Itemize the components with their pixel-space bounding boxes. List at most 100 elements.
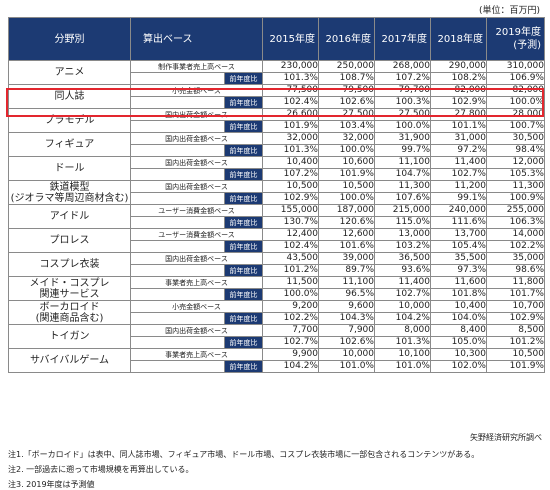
yoy-label: 前年度比 (224, 168, 263, 181)
yoy-cell: 101.7% (486, 288, 545, 301)
yoy-cell: 102.6% (318, 336, 375, 349)
header-forecast-year: 2019年度 (495, 27, 541, 38)
yoy-cell: 102.9% (486, 312, 545, 325)
base-spacer-cell (130, 240, 225, 253)
value-cell: 9,200 (262, 300, 319, 313)
yoy-label: 前年度比 (224, 216, 263, 229)
value-cell: 82,000 (430, 84, 487, 97)
yoy-cell: 107.2% (262, 168, 319, 181)
category-cell: プラモデル (8, 108, 131, 133)
value-cell: 26,600 (262, 108, 319, 121)
yoy-cell: 107.2% (374, 72, 431, 85)
category-label: プラモデル (44, 115, 95, 126)
base-cell: ユーザー消費金額ベース (130, 204, 263, 217)
unit-note: (単位：百万円) (478, 6, 540, 16)
yoy-label: 前年度比 (224, 72, 263, 85)
yoy-cell: 101.6% (318, 240, 375, 253)
yoy-cell: 108.7% (318, 72, 375, 85)
yoy-cell: 106.3% (486, 216, 545, 229)
header-year-2016: 2016年度 (318, 17, 375, 61)
yoy-cell: 97.3% (430, 264, 487, 277)
yoy-cell: 101.0% (318, 360, 375, 373)
value-cell: 155,000 (262, 204, 319, 217)
value-cell: 13,700 (430, 228, 487, 241)
yoy-cell: 102.9% (430, 96, 487, 109)
yoy-cell: 100.0% (262, 288, 319, 301)
table-row: ボーカロイド (関連商品含む) 小売金額ベース 9,200 9,600 10,000 10,… (8, 300, 545, 325)
value-cell: 10,000 (374, 300, 431, 313)
yoy-cell: 101.9% (262, 120, 319, 133)
base-cell: 国内出荷金額ベース (130, 132, 263, 145)
yoy-cell: 102.2% (262, 312, 319, 325)
yoy-cell: 115.0% (374, 216, 431, 229)
yoy-cell: 104.2% (262, 360, 319, 373)
base-spacer-cell (130, 288, 225, 301)
yoy-cell: 101.2% (486, 336, 545, 349)
value-cell: 14,000 (486, 228, 545, 241)
value-cell: 10,400 (262, 156, 319, 169)
market-size-table: 分野別 算出ベース 2015年度 2016年度 2017年度 2018年度 20… (8, 17, 545, 373)
category-cell: 鉄道模型 (ジオラマ等周辺商材含む) (8, 180, 131, 205)
base-spacer-cell (130, 96, 225, 109)
category-label: フィギュア (44, 139, 95, 150)
value-cell: 27,500 (374, 108, 431, 121)
table-row: 鉄道模型 (ジオラマ等周辺商材含む) 国内出荷金額ベース 10,500 10,500 11… (8, 180, 545, 205)
value-cell: 39,000 (318, 252, 375, 265)
table-row: アニメ 制作事業者売上高ベース 230,000 250,000 268,000 290,0… (8, 60, 545, 85)
base-spacer-cell (130, 168, 225, 181)
base-spacer-cell (130, 264, 225, 277)
header-base: 算出ベース (130, 17, 263, 61)
category-label: コスプレ衣装 (39, 259, 100, 270)
yoy-cell: 101.3% (262, 144, 319, 157)
value-cell: 215,000 (374, 204, 431, 217)
base-spacer-cell (130, 192, 225, 205)
yoy-cell: 102.0% (430, 360, 487, 373)
value-cell: 32,000 (262, 132, 319, 145)
yoy-label: 前年度比 (224, 96, 263, 109)
category-cell: プロレス (8, 228, 131, 253)
value-cell: 11,100 (318, 276, 375, 289)
header-year-2015: 2015年度 (262, 17, 319, 61)
category-label: サバイバルゲーム (29, 355, 110, 366)
value-cell: 12,400 (262, 228, 319, 241)
yoy-cell: 103.4% (318, 120, 375, 133)
category-cell: ボーカロイド (関連商品含む) (8, 300, 131, 325)
base-cell: ユーザー消費金額ベース (130, 228, 263, 241)
value-cell: 11,100 (374, 156, 431, 169)
table-row-yoy: 前年度比 101.3% 108.7% 107.2% 108.2% 106.9% (9, 72, 545, 85)
value-cell: 27,500 (318, 108, 375, 121)
value-cell: 79,700 (374, 84, 431, 97)
yoy-cell: 89.7% (318, 264, 375, 277)
yoy-cell: 101.0% (374, 360, 431, 373)
value-cell: 7,900 (318, 324, 375, 337)
value-cell: 255,000 (486, 204, 545, 217)
yoy-cell: 102.6% (318, 96, 375, 109)
value-cell: 31,900 (374, 132, 431, 145)
value-cell: 10,500 (318, 180, 375, 193)
yoy-cell: 101.8% (430, 288, 487, 301)
header-forecast-note: (予測) (513, 40, 541, 51)
yoy-label: 前年度比 (224, 192, 263, 205)
value-cell: 8,500 (486, 324, 545, 337)
note-1: 注1.「ボーカロイド」は表中、同人誌市場、フィギュア市場、ドール市場、コスプレ衣… (8, 450, 480, 459)
yoy-cell: 104.2% (374, 312, 431, 325)
table-row-yoy: 前年度比 101.2% 89.7% 93.6% 97.3% 98.6% (9, 264, 545, 277)
header-year-2018: 2018年度 (430, 17, 487, 61)
yoy-cell: 130.7% (262, 216, 319, 229)
table-row-yoy: 前年度比 102.2% 104.3% 104.2% 104.0% 102.9% (9, 312, 545, 325)
value-cell: 11,200 (430, 180, 487, 193)
base-cell: 制作事業者売上高ベース (130, 60, 263, 73)
base-spacer-cell (130, 336, 225, 349)
category-label: 関連サービス (39, 288, 100, 300)
category-cell: トイガン (8, 324, 131, 349)
value-cell: 187,000 (318, 204, 375, 217)
value-cell: 11,300 (486, 180, 545, 193)
category-label: メイド・コスプレ (29, 277, 110, 289)
category-cell: フィギュア (8, 132, 131, 157)
base-spacer-cell (130, 120, 225, 133)
value-cell: 77,500 (262, 84, 319, 97)
table-row: アイドル ユーザー消費金額ベース 155,000 187,000 215,000 240,… (8, 204, 545, 229)
header-year-2017: 2017年度 (374, 17, 431, 61)
table-row: サバイバルゲーム 事業者売上高ベース 9,900 10,000 10,100 10,300… (8, 348, 545, 373)
value-cell: 10,500 (262, 180, 319, 193)
